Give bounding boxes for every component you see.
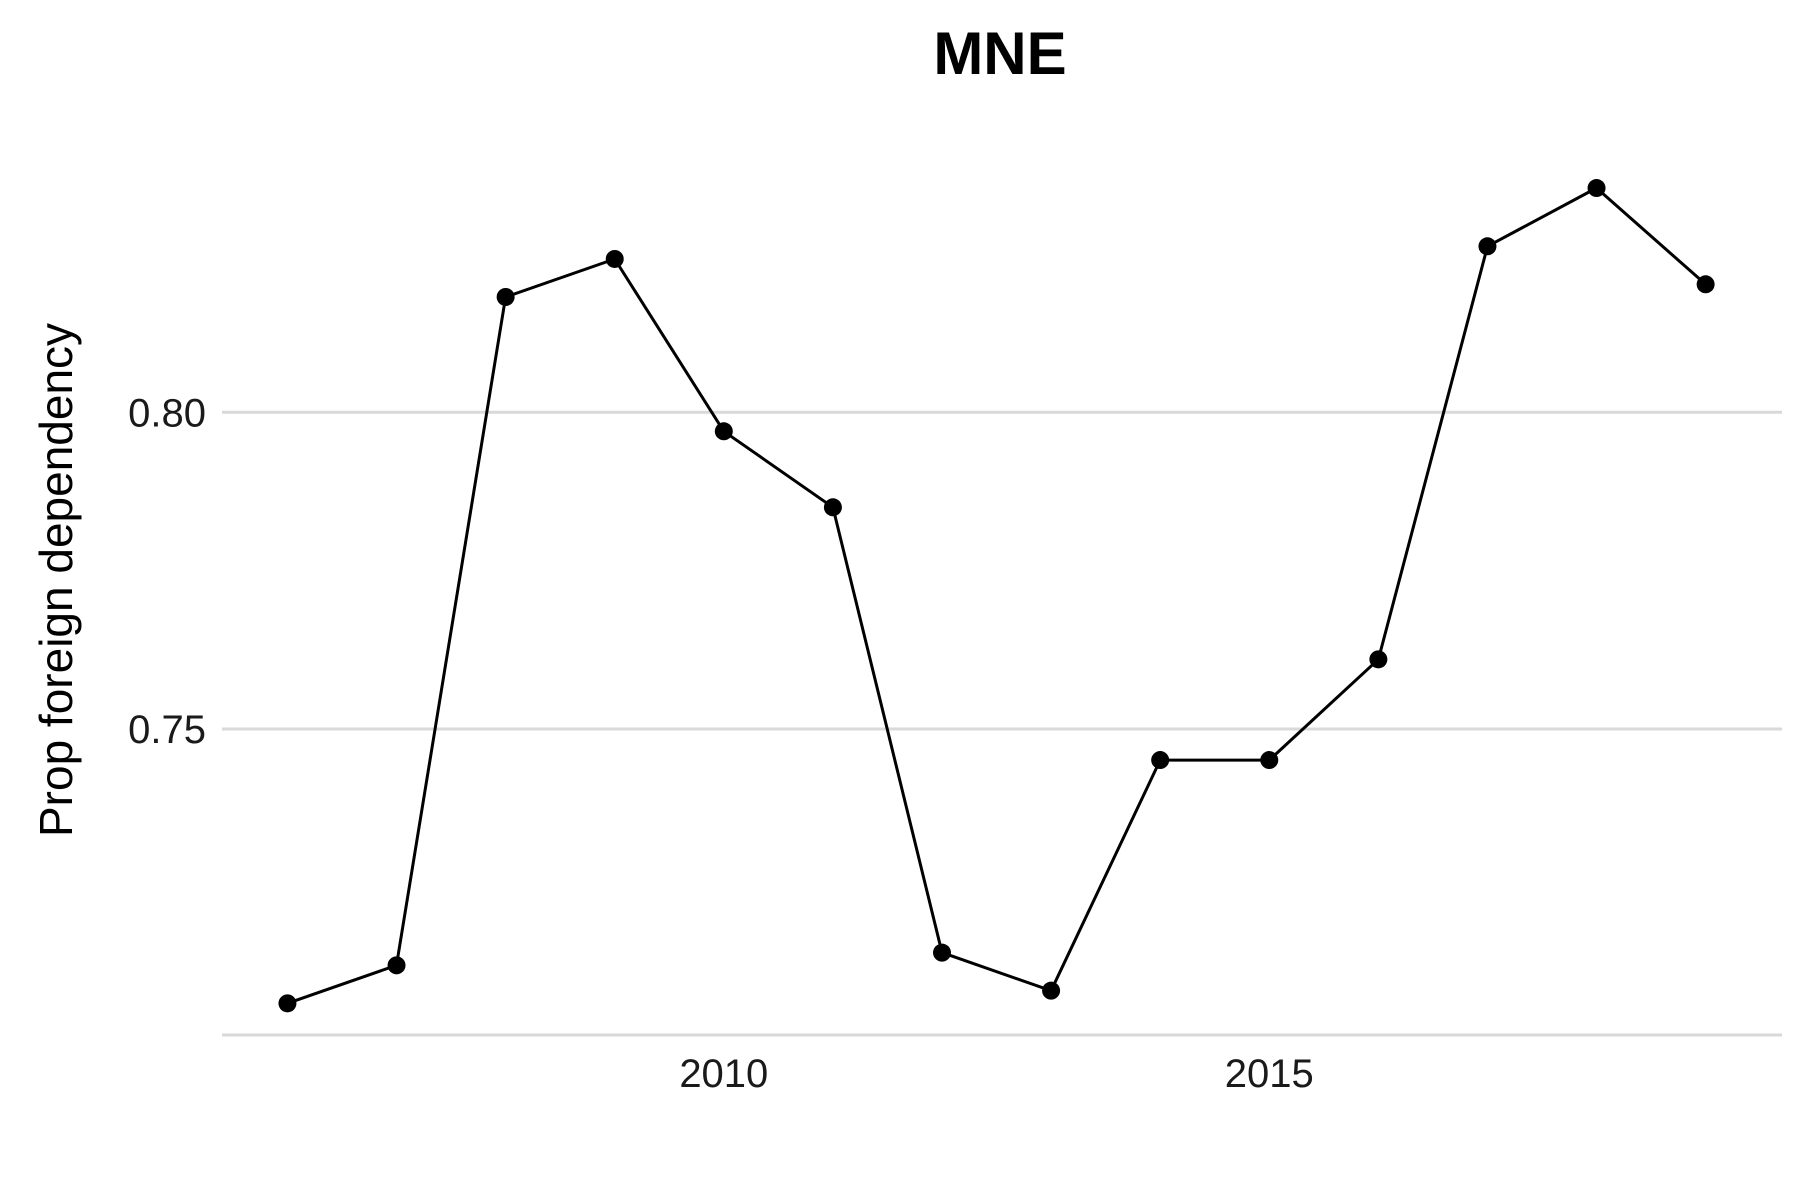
y-axis-label: Prop foreign dependency: [30, 323, 82, 837]
data-point: [278, 994, 297, 1013]
y-axis-ticks: 0.75 0.80: [128, 391, 206, 752]
data-point: [1260, 751, 1279, 770]
data-point: [714, 422, 733, 441]
data-point: [1151, 751, 1170, 770]
gridlines: [222, 410, 1782, 1037]
series: [278, 179, 1715, 1013]
series-line: [287, 186, 1707, 1005]
x-tick-label: 2010: [679, 1052, 768, 1096]
y-tick-label: 0.80: [128, 391, 206, 435]
data-point: [605, 249, 624, 268]
x-tick-label: 2015: [1225, 1052, 1314, 1096]
data-point: [1042, 981, 1061, 1000]
data-point: [1478, 237, 1497, 256]
data-point: [1587, 179, 1606, 198]
y-tick-label: 0.75: [128, 708, 206, 752]
data-point: [1369, 650, 1388, 669]
chart-title: MNE: [933, 20, 1066, 87]
x-axis-ticks: 2010 2015: [679, 1052, 1313, 1096]
data-point: [1696, 275, 1715, 294]
data-point: [496, 287, 515, 306]
data-point: [387, 956, 406, 975]
data-point: [823, 498, 842, 517]
data-point: [933, 943, 951, 962]
